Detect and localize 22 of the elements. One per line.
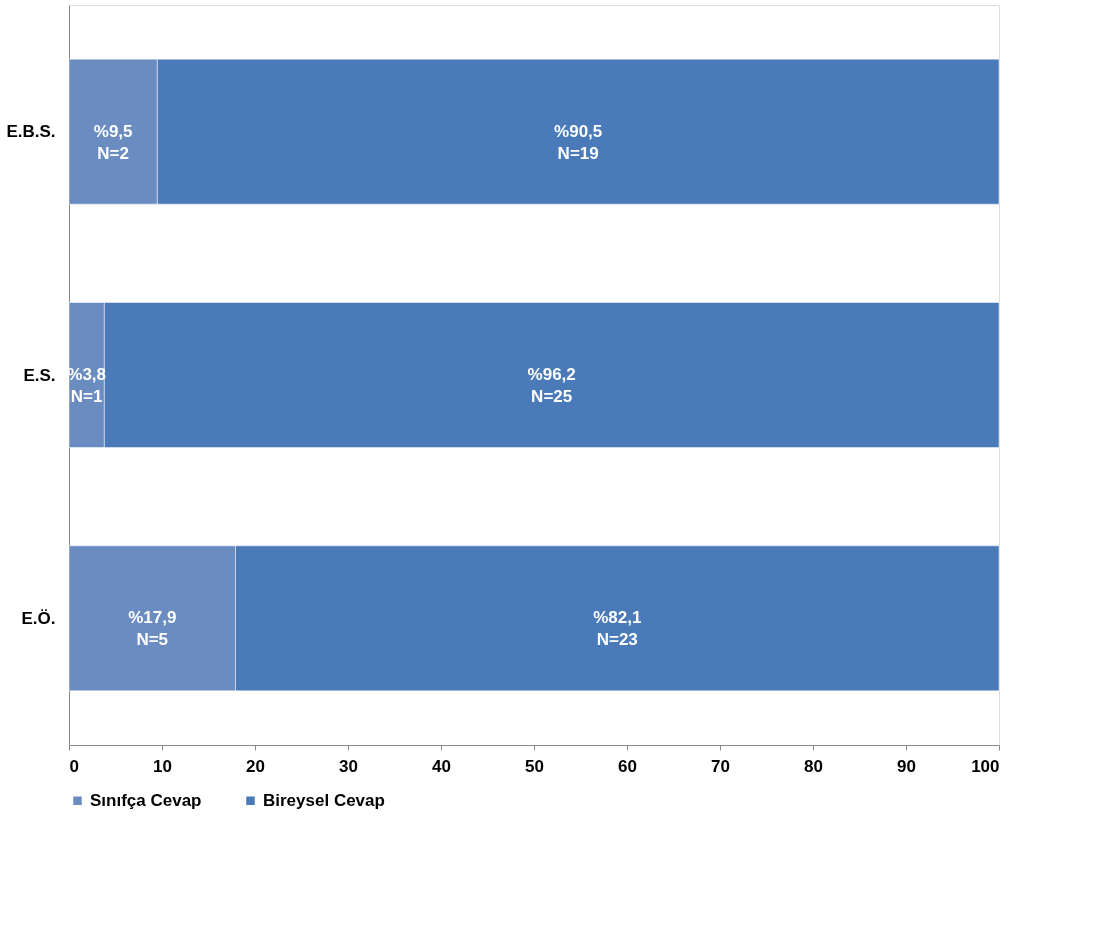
x-tick-label: 50 bbox=[525, 756, 544, 776]
x-tick-label: 80 bbox=[804, 756, 823, 776]
data-label: %17,9 N=5 bbox=[128, 608, 177, 650]
data-label: %82,1 N=23 bbox=[593, 608, 642, 650]
y-tick-label: E.Ö. bbox=[21, 608, 56, 628]
x-tick-label: 10 bbox=[153, 756, 172, 776]
data-label: %96,2 N=25 bbox=[527, 365, 576, 406]
x-tick-label: 20 bbox=[246, 756, 265, 776]
x-tick-label: 30 bbox=[339, 756, 358, 776]
x-tick-label: 40 bbox=[432, 756, 451, 776]
y-tick-label: E.B.S. bbox=[6, 122, 56, 142]
x-tick-label: 0 bbox=[69, 756, 79, 776]
x-tick-label: 100 bbox=[971, 756, 1000, 776]
x-tick-label: 70 bbox=[711, 756, 730, 776]
legend-label: Sınıfça Cevap bbox=[90, 790, 202, 810]
data-label: %3,8 N=1 bbox=[67, 365, 107, 406]
x-tick-label: 60 bbox=[618, 756, 637, 776]
y-tick-label: E.S. bbox=[23, 365, 56, 385]
data-label: %9,5 N=2 bbox=[93, 121, 133, 163]
data-label: %90,5 N=19 bbox=[554, 121, 603, 163]
legend-label: Bireysel Cevap bbox=[263, 790, 385, 810]
x-tick-label: 90 bbox=[897, 756, 916, 776]
